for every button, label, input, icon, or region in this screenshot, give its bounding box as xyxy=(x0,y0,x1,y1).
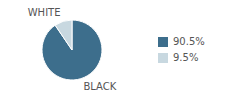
legend-swatch xyxy=(158,37,168,47)
legend-label: 9.5% xyxy=(173,52,198,63)
slice-label: WHITE xyxy=(28,7,61,18)
legend: 90.5% 9.5% xyxy=(158,36,205,63)
pie xyxy=(42,20,102,80)
pie-slice xyxy=(55,20,72,50)
legend-label: 90.5% xyxy=(173,36,205,47)
chart: BLACK WHITE 90.5% 9.5% xyxy=(0,0,240,100)
legend-swatch xyxy=(158,53,168,63)
slice-labels: BLACK WHITE xyxy=(28,7,117,93)
pie-slice xyxy=(42,20,102,80)
slice-label: BLACK xyxy=(83,81,116,92)
